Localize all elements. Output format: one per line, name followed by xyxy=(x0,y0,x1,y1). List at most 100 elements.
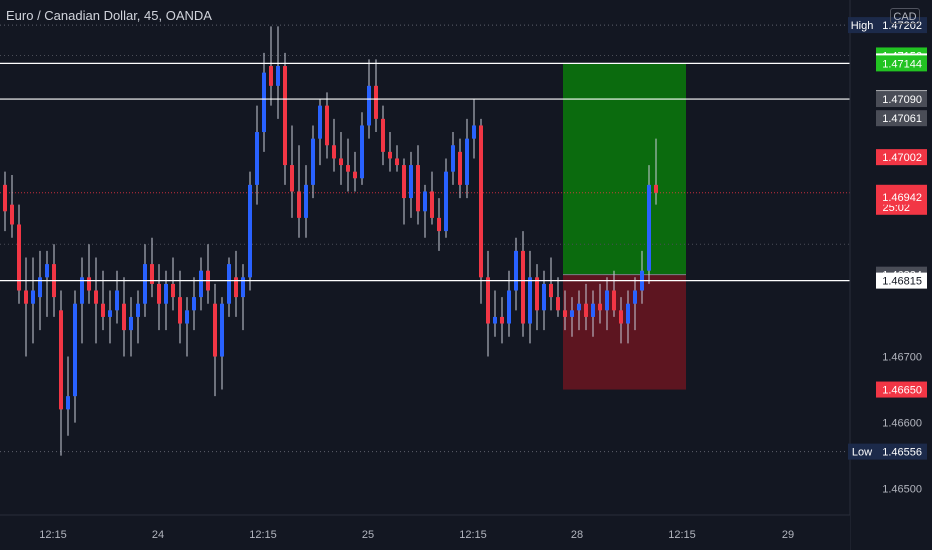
candle-body[interactable] xyxy=(556,297,560,311)
candle-body[interactable] xyxy=(150,264,154,284)
candle-body[interactable] xyxy=(59,310,63,410)
candle-body[interactable] xyxy=(402,165,406,199)
price-label-box xyxy=(876,149,927,166)
candle-body[interactable] xyxy=(115,290,119,311)
candle-body[interactable] xyxy=(122,303,126,331)
candle-body[interactable] xyxy=(465,138,469,185)
candle-body[interactable] xyxy=(647,184,651,271)
candle-body[interactable] xyxy=(10,204,14,225)
candle-body[interactable] xyxy=(255,132,259,185)
candle-body[interactable] xyxy=(437,217,441,232)
candle-body[interactable] xyxy=(185,310,189,324)
candle-body[interactable] xyxy=(73,303,77,397)
candle-body[interactable] xyxy=(486,277,490,324)
candle-body[interactable] xyxy=(3,184,7,212)
candle-body[interactable] xyxy=(507,290,511,324)
candle-body[interactable] xyxy=(388,151,392,159)
candle-body[interactable] xyxy=(87,277,91,291)
loss-zone[interactable] xyxy=(563,274,686,390)
candle-body[interactable] xyxy=(199,270,203,298)
candle-body[interactable] xyxy=(164,283,168,304)
currency-button[interactable]: CAD xyxy=(890,8,920,24)
candle-body[interactable] xyxy=(108,310,112,317)
candle-body[interactable] xyxy=(367,85,371,126)
candle-body[interactable] xyxy=(45,264,49,278)
candle-body[interactable] xyxy=(248,184,252,278)
candle-body[interactable] xyxy=(304,184,308,218)
candle-body[interactable] xyxy=(619,310,623,324)
candle-body[interactable] xyxy=(451,145,455,172)
candle-body[interactable] xyxy=(598,303,602,311)
candle-body[interactable] xyxy=(493,316,497,324)
candle-body[interactable] xyxy=(612,290,616,311)
candle-body[interactable] xyxy=(269,66,273,86)
candle-body[interactable] xyxy=(143,264,147,304)
candle-body[interactable] xyxy=(346,165,350,172)
profit-zone[interactable] xyxy=(563,63,686,275)
candle-body[interactable] xyxy=(24,290,28,304)
candle-body[interactable] xyxy=(283,66,287,166)
candle-body[interactable] xyxy=(276,66,280,86)
candle-body[interactable] xyxy=(220,303,224,357)
candle-body[interactable] xyxy=(241,277,245,298)
candle-body[interactable] xyxy=(234,277,238,298)
candle-body[interactable] xyxy=(528,277,532,324)
candle-body[interactable] xyxy=(381,118,385,152)
candle-body[interactable] xyxy=(80,277,84,304)
time-axis-label: 25 xyxy=(362,529,374,541)
candle-body[interactable] xyxy=(514,250,518,291)
candle-body[interactable] xyxy=(409,165,413,199)
price-label-box xyxy=(876,91,927,108)
candle-body[interactable] xyxy=(101,303,105,317)
candle-body[interactable] xyxy=(570,310,574,317)
candle-body[interactable] xyxy=(157,283,161,304)
candle-body[interactable] xyxy=(178,297,182,324)
candle-body[interactable] xyxy=(192,297,196,311)
candle-body[interactable] xyxy=(290,165,294,192)
candle-body[interactable] xyxy=(17,224,21,291)
candle-body[interactable] xyxy=(339,158,343,166)
candle-body[interactable] xyxy=(311,138,315,185)
candle-body[interactable] xyxy=(423,191,427,212)
candle-body[interactable] xyxy=(535,277,539,311)
candle-body[interactable] xyxy=(297,191,301,218)
candle-body[interactable] xyxy=(542,283,546,311)
candle-body[interactable] xyxy=(66,396,70,410)
candle-body[interactable] xyxy=(171,283,175,298)
candle-body[interactable] xyxy=(94,290,98,304)
candle-body[interactable] xyxy=(332,145,336,159)
candle-body[interactable] xyxy=(395,158,399,166)
candle-body[interactable] xyxy=(584,303,588,317)
candle-body[interactable] xyxy=(605,290,609,311)
bar-countdown: 25:02 xyxy=(882,202,910,214)
candle-body[interactable] xyxy=(227,264,231,304)
candle-body[interactable] xyxy=(472,125,476,139)
candle-body[interactable] xyxy=(521,250,525,324)
candle-body[interactable] xyxy=(563,310,567,317)
candle-body[interactable] xyxy=(129,316,133,331)
candle-body[interactable] xyxy=(500,316,504,324)
candle-body[interactable] xyxy=(374,85,378,119)
candle-body[interactable] xyxy=(626,303,630,324)
candle-body[interactable] xyxy=(213,303,217,357)
candle-body[interactable] xyxy=(353,171,357,179)
candle-body[interactable] xyxy=(262,72,266,133)
candle-body[interactable] xyxy=(458,151,462,185)
candle-body[interactable] xyxy=(38,277,42,298)
candle-body[interactable] xyxy=(430,191,434,218)
candle-body[interactable] xyxy=(360,125,364,179)
candle-body[interactable] xyxy=(31,290,35,304)
candle-body[interactable] xyxy=(591,303,595,317)
candle-body[interactable] xyxy=(654,184,658,193)
candle-body[interactable] xyxy=(549,283,553,298)
candle-body[interactable] xyxy=(416,165,420,212)
candle-body[interactable] xyxy=(136,303,140,317)
candle-body[interactable] xyxy=(633,290,637,304)
candle-body[interactable] xyxy=(577,303,581,311)
candle-body[interactable] xyxy=(444,171,448,232)
candle-body[interactable] xyxy=(318,105,322,139)
candle-body[interactable] xyxy=(325,105,329,146)
candle-body[interactable] xyxy=(479,125,483,278)
